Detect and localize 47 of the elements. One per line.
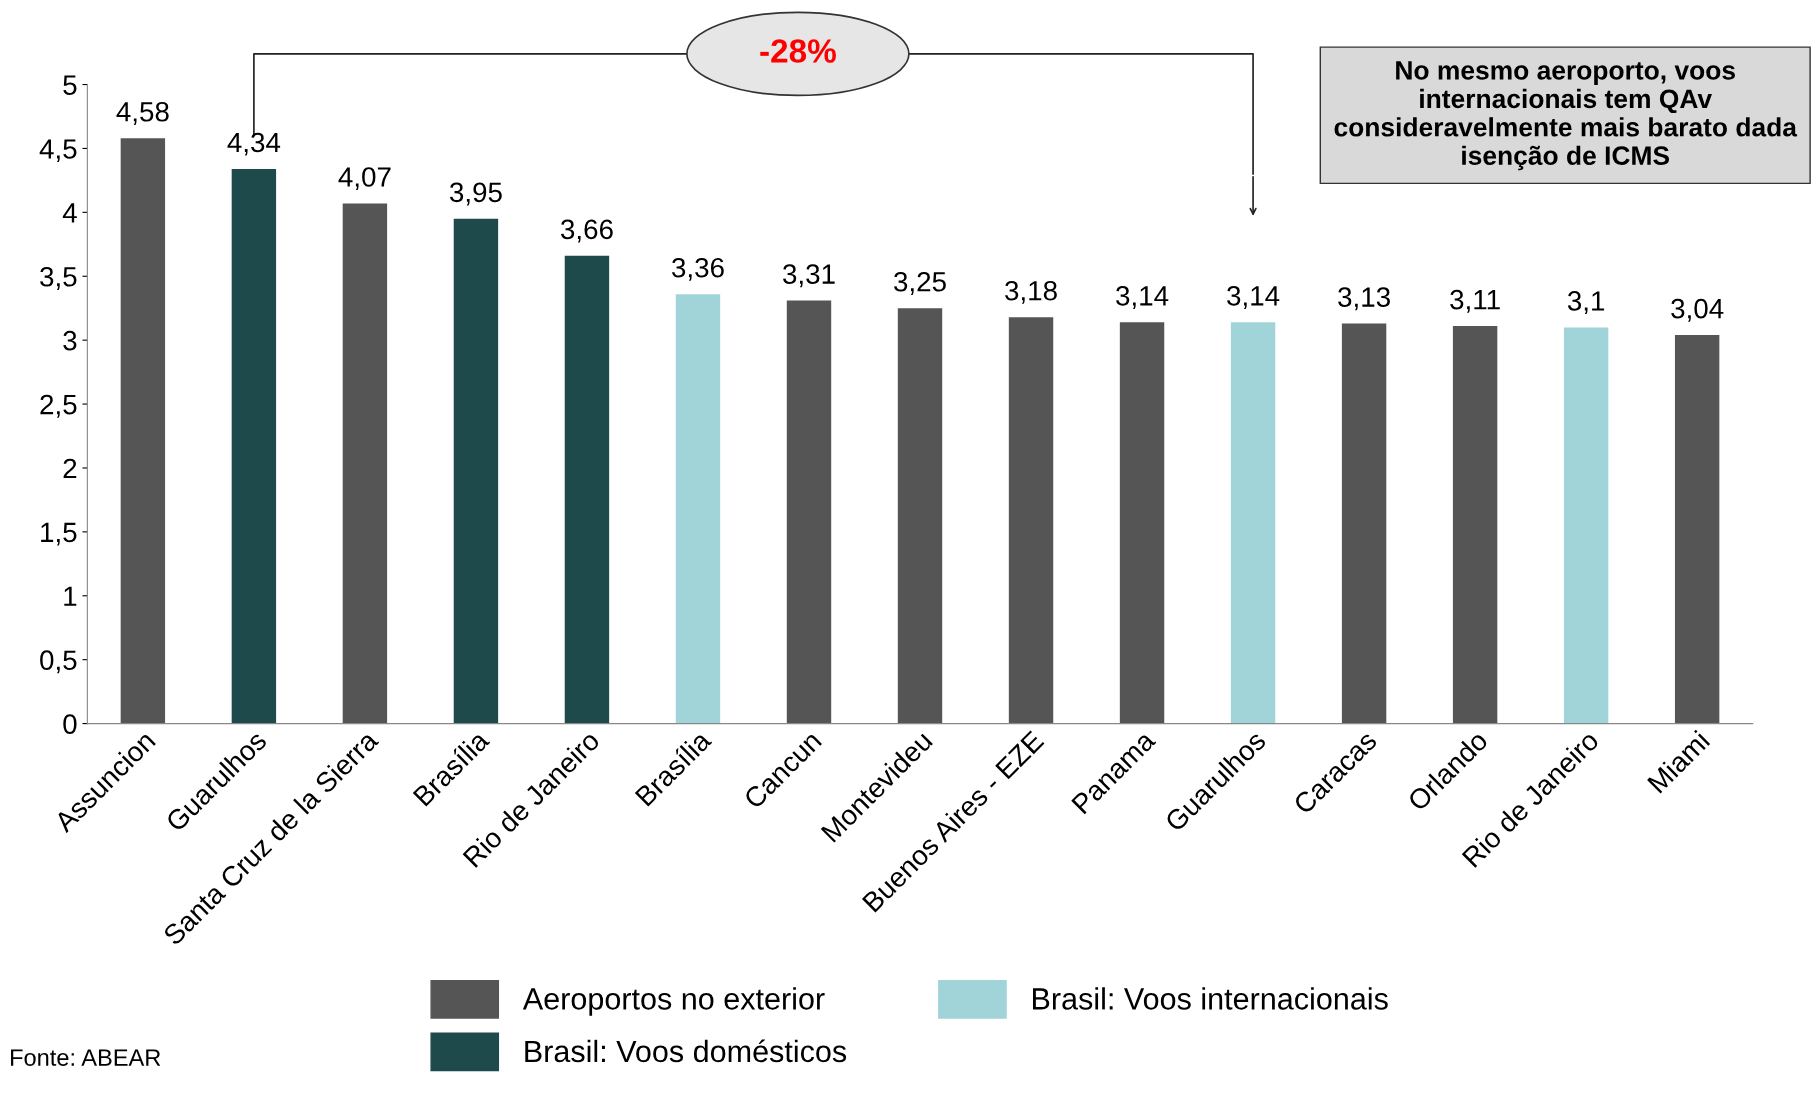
- y-tick-label: 0,5: [40, 650, 77, 674]
- y-tick-label: 4: [62, 203, 77, 223]
- data-label: 4,07: [338, 167, 391, 191]
- data-label: 3,14: [1116, 286, 1169, 309]
- data-label: 3,18: [1005, 280, 1057, 304]
- bar: [453, 218, 499, 724]
- y-tick-label: 3,5: [40, 266, 77, 290]
- legend-label: Aeroportos no exterior: [522, 987, 825, 1016]
- bar: [1452, 326, 1498, 724]
- data-label: 3,95: [449, 182, 502, 206]
- y-tick-label: 2,5: [40, 394, 77, 418]
- bar: [342, 203, 388, 724]
- data-label: 3,25: [894, 271, 946, 295]
- y-tick-label: 4,5: [39, 139, 77, 163]
- bar: [1563, 327, 1609, 724]
- data-label: 3,11: [1450, 289, 1500, 313]
- bar: [675, 294, 721, 724]
- bar: [1230, 322, 1276, 724]
- bar: [120, 138, 166, 724]
- y-tick-label: 2: [63, 458, 77, 479]
- annotation: No mesmo aeroporto, voos internacionais tem QAv consideravelmente mais barato dada isenção de ICMS: [1334, 61, 1798, 171]
- data-label: 4,58: [116, 101, 169, 125]
- source-note: Fonte: ABEAR: [11, 1049, 161, 1066]
- data-label: 3,36: [672, 257, 724, 281]
- data-label: 3,14: [1227, 286, 1280, 309]
- data-label: 3,31: [783, 264, 835, 288]
- y-tick-label: 1: [64, 586, 77, 606]
- bar: [897, 308, 943, 724]
- bar: [1341, 323, 1387, 724]
- data-label: 3,66: [560, 219, 613, 243]
- y-tick-label: 5: [63, 75, 77, 95]
- bar: [786, 300, 832, 724]
- bar: [1674, 335, 1720, 724]
- legend-label: Brasil: Voos domésticos: [525, 1039, 847, 1063]
- bar: [1008, 317, 1054, 724]
- data-label: 3,04: [1671, 298, 1724, 322]
- data-label: 3,1: [1567, 291, 1605, 315]
- bar: [1119, 322, 1165, 724]
- y-tick-label: 0: [63, 714, 77, 734]
- text: -28%: [760, 39, 836, 63]
- legend-label: Brasil: Voos internacionais: [1033, 987, 1388, 1010]
- data-label: 4,34: [227, 132, 281, 156]
- bar: [564, 255, 610, 724]
- bar: [231, 168, 277, 724]
- data-label: 3,13: [1338, 287, 1390, 311]
- y-tick-label: 3: [63, 330, 77, 351]
- y-tick-label: 1,5: [41, 522, 77, 546]
